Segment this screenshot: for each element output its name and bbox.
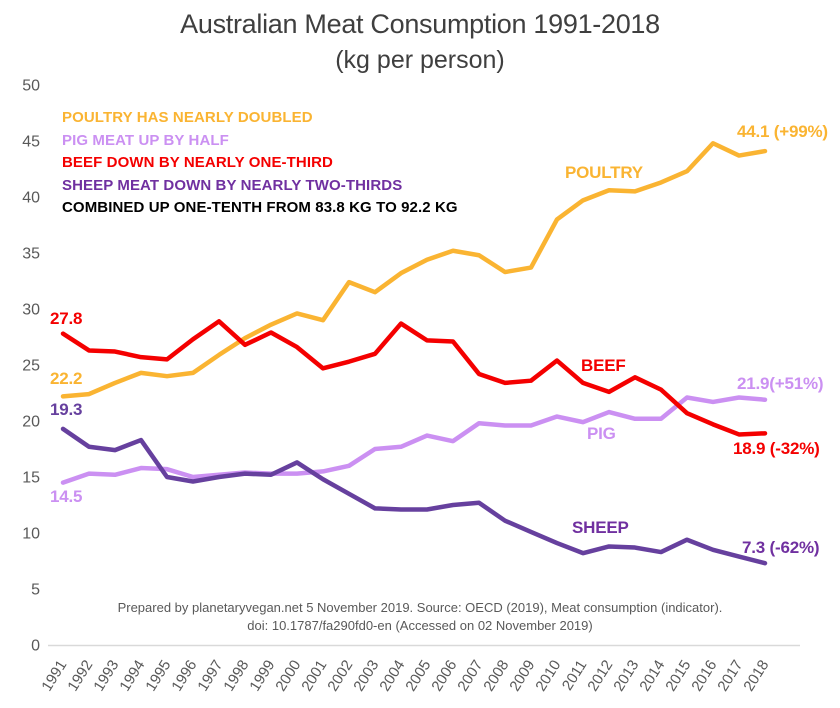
- footer-doi-line: doi: 10.1787/fa290fd0-en (Accessed on 02…: [247, 618, 593, 633]
- y-axis-label: 15: [22, 470, 40, 487]
- sheep-line: [60, 426, 768, 566]
- value-label-sheep-start: 19.3: [50, 400, 83, 419]
- footer: Prepared by planetaryvegan.net 5 Novembe…: [0, 599, 840, 635]
- callout-poultry: POULTRY HAS NEARLY DOUBLED: [62, 109, 313, 126]
- y-axis-label: 5: [31, 582, 40, 599]
- beef-line: [60, 319, 768, 437]
- x-axis-label: 2001: [298, 657, 330, 694]
- x-axis-label: 2014: [636, 657, 668, 694]
- x-axis-label: 1992: [64, 657, 96, 694]
- callout-block: POULTRY HAS NEARLY DOUBLED PIG MEAT UP BY…: [62, 107, 458, 220]
- value-label-sheep-end: 7.3 (-62%): [742, 538, 820, 557]
- x-axis-label: 1994: [116, 657, 148, 694]
- value-label-beef-start: 27.8: [50, 309, 83, 328]
- x-axis-label: 2015: [662, 657, 694, 694]
- chart-subtitle: (kg per person): [335, 46, 505, 74]
- y-axis-label: 35: [22, 246, 40, 263]
- series-label-poultry: POULTRY: [565, 163, 643, 182]
- poultry-line: [60, 140, 768, 399]
- value-label-poultry-end: 44.1 (+99%): [737, 122, 828, 141]
- x-axis-label: 2002: [324, 657, 356, 694]
- value-label-pig-start: 14.5: [50, 487, 83, 506]
- x-axis-label: 2010: [532, 657, 564, 694]
- x-axis-label: 2007: [454, 657, 486, 694]
- y-axis-label: 45: [22, 134, 40, 151]
- footer-source-line: Prepared by planetaryvegan.net 5 Novembe…: [117, 600, 723, 615]
- y-axis-label: 0: [31, 638, 40, 655]
- value-label-pig-end: 21.9(+51%): [737, 374, 824, 393]
- x-axis-label: 2013: [610, 657, 642, 694]
- callout-pig: PIG MEAT UP BY HALF: [62, 131, 229, 149]
- y-axis-label: 50: [22, 78, 40, 95]
- callout-combined: COMBINED UP ONE-TENTH FROM 83.8 KG TO 92…: [62, 199, 458, 216]
- x-axis-label: 2018: [740, 657, 772, 694]
- x-axis-label: 2016: [688, 657, 720, 694]
- callout-beef: BEEF DOWN BY NEARLY ONE-THIRD: [62, 154, 333, 171]
- x-axis-label: 2011: [559, 657, 591, 693]
- x-axis-label: 2017: [714, 657, 746, 694]
- y-axis-label: 30: [22, 302, 40, 319]
- x-axis-label: 1991: [38, 657, 70, 694]
- x-axis-label: 1995: [142, 657, 174, 694]
- x-axis-label: 1999: [246, 657, 278, 694]
- series-label-beef: BEEF: [581, 356, 626, 375]
- series-label-sheep: SHEEP: [572, 518, 629, 537]
- pig-line: [60, 395, 768, 485]
- x-axis-label: 2000: [272, 657, 304, 694]
- x-axis-label: 1993: [90, 657, 122, 694]
- x-axis-label: 2006: [428, 657, 460, 694]
- y-axis-label: 40: [22, 190, 40, 207]
- y-axis-label: 10: [22, 526, 40, 543]
- x-axis-label: 2009: [506, 657, 538, 694]
- x-axis-label: 2003: [350, 657, 382, 694]
- value-label-beef-end: 18.9 (-32%): [733, 439, 820, 458]
- y-axis-label: 25: [22, 358, 40, 375]
- value-label-poultry-start: 22.2: [50, 369, 83, 388]
- x-axis-label: 2008: [480, 657, 512, 694]
- x-axis-label: 2012: [584, 657, 616, 694]
- y-axis-label: 20: [22, 414, 40, 431]
- callout-sheep: SHEEP MEAT DOWN BY NEARLY TWO-THIRDS: [62, 176, 403, 194]
- x-axis-label: 1998: [220, 657, 252, 694]
- x-axis-label: 1996: [168, 657, 200, 694]
- x-axis-label: 2004: [376, 657, 408, 694]
- series-label-pig: PIG: [587, 424, 616, 443]
- x-axis-label: 2005: [402, 657, 434, 694]
- x-axis-label: 1997: [194, 657, 226, 694]
- chart-title: Australian Meat Consumption 1991-2018: [180, 9, 660, 39]
